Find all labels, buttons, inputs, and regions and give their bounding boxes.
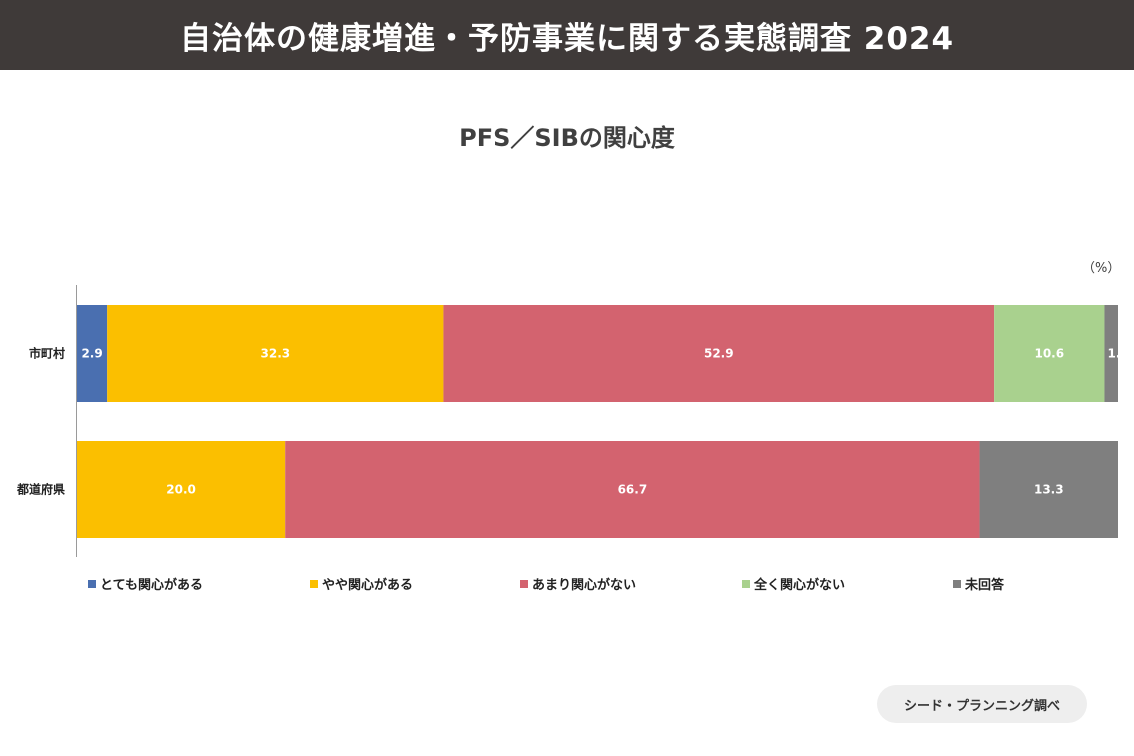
- data-label: 1.3: [1107, 347, 1128, 361]
- data-label: 52.9: [704, 347, 734, 361]
- data-label: 10.6: [1034, 347, 1064, 361]
- legend-swatch: [88, 579, 96, 588]
- chart-legend: とても関心がある やや関心がある あまり関心がない 全く関心がない 未回答: [88, 574, 1088, 594]
- bar-segment: [77, 441, 286, 538]
- bar-segment: [1104, 305, 1118, 402]
- data-label: 20.0: [166, 483, 196, 497]
- legend-swatch: [742, 579, 750, 588]
- legend-swatch: [953, 579, 961, 588]
- legend-swatch: [310, 579, 318, 588]
- source-text: シード・プランニング調べ: [903, 698, 1060, 714]
- data-label: 13.3: [1034, 483, 1064, 497]
- bar-segment: [285, 441, 980, 538]
- category-label: 都道府県: [16, 482, 65, 497]
- legend-item: やや関心がある: [310, 574, 413, 593]
- bar-segment: [443, 305, 995, 402]
- data-label: 32.3: [261, 347, 291, 361]
- legend-label: 全く関心がない: [754, 578, 846, 593]
- category-label: 市町村: [29, 346, 65, 361]
- legend-label: 未回答: [965, 578, 1005, 593]
- bar-segment: [77, 305, 108, 402]
- bar-segment: [107, 305, 444, 402]
- legend-item: あまり関心がない: [520, 574, 636, 593]
- bar-segment: [979, 441, 1118, 538]
- legend-item: 未回答: [953, 574, 1004, 593]
- legend-label: あまり関心がない: [532, 578, 637, 593]
- legend-item: 全く関心がない: [742, 574, 845, 593]
- chart-title: PFS／SIBの関心度: [459, 124, 675, 152]
- legend-label: とても関心がある: [100, 578, 203, 593]
- report-header: 自治体の健康増進・予防事業に関する実態調査 2024: [0, 0, 1134, 70]
- unit-label: （%）: [1082, 261, 1121, 276]
- report-title: 自治体の健康増進・予防事業に関する実態調査 2024: [179, 20, 955, 57]
- data-label: 2.9: [81, 347, 102, 361]
- source-badge: シード・プランニング調べ: [877, 685, 1087, 723]
- legend-swatch: [520, 579, 528, 588]
- legend-label: やや関心がある: [322, 578, 414, 593]
- legend-item: とても関心がある: [88, 574, 203, 593]
- data-label: 66.7: [618, 483, 648, 497]
- bar-segment: [994, 305, 1105, 402]
